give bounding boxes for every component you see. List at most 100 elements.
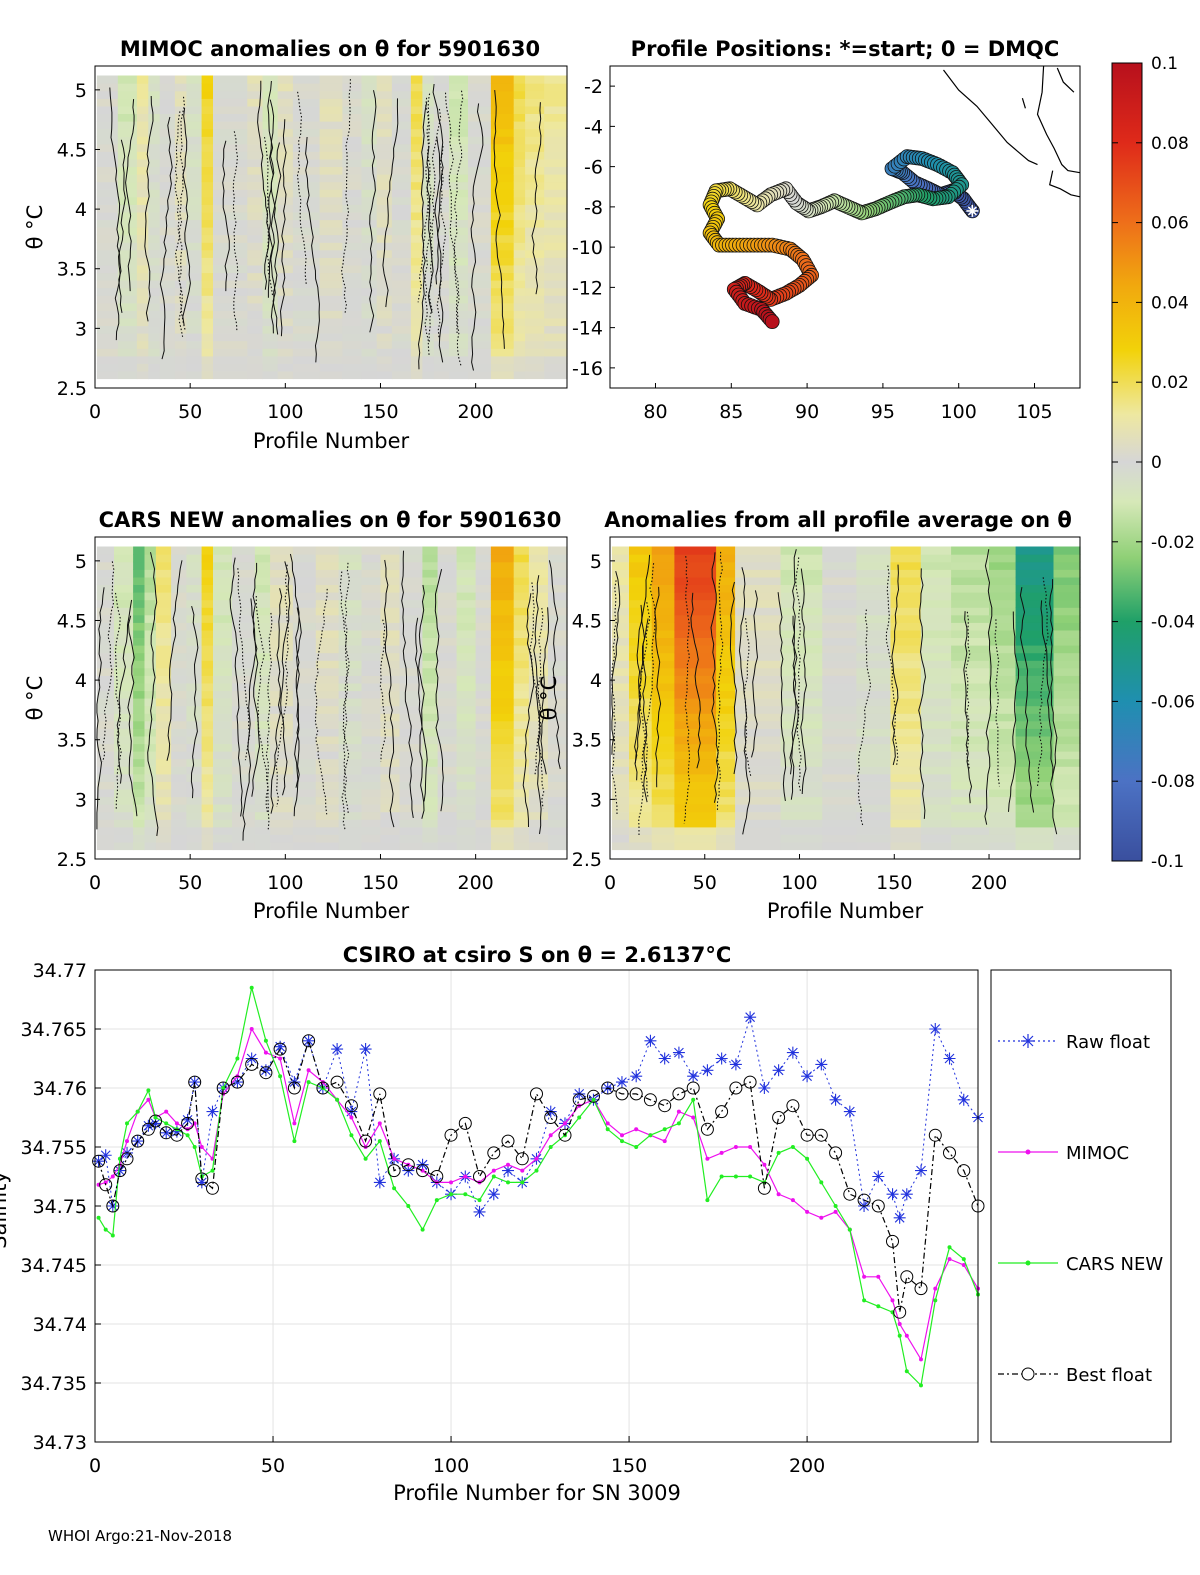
mimoc-cell [342, 83, 362, 92]
mimoc-cell [433, 242, 450, 251]
point-mimoc [819, 1215, 824, 1220]
avg-cell [735, 682, 782, 692]
mimoc-cell [277, 242, 294, 251]
mimoc-cell [490, 121, 515, 130]
cars-cell [254, 554, 271, 563]
mimoc-cell [525, 325, 545, 334]
avg-cell [822, 561, 857, 570]
cars-cell [315, 546, 340, 555]
mimoc-cell [376, 227, 393, 236]
point-best-float [149, 1114, 162, 1128]
mimoc-cell [148, 113, 161, 122]
avg-cell [856, 667, 892, 676]
mimoc-cell [361, 151, 378, 160]
avg-cell [674, 834, 717, 843]
mimoc-cell [186, 128, 203, 137]
point-mimoc [605, 1121, 610, 1126]
avg-cell [629, 614, 653, 623]
cars-cell [456, 826, 477, 835]
mimoc-cell [319, 98, 343, 107]
avg-cell [780, 811, 823, 820]
avg-cell [716, 751, 736, 760]
cars-cell [315, 645, 340, 654]
cars-cell [133, 675, 146, 684]
cars-cell [422, 841, 439, 851]
point-cars-new [125, 1121, 129, 1126]
cars-cell [201, 743, 214, 752]
cars-cell [144, 561, 157, 570]
mimoc-cell [422, 355, 435, 364]
cars-cell [155, 728, 172, 737]
avg-cell [780, 788, 823, 798]
mimoc-cell [96, 370, 119, 380]
cars-cell [96, 576, 115, 585]
cars-cell [490, 546, 515, 555]
cars-cell [437, 554, 458, 563]
cars-cell [96, 819, 115, 828]
point-best-float [843, 1187, 857, 1201]
avg-cell [651, 728, 675, 737]
cars-cell [144, 804, 157, 813]
mimoc-cell [136, 174, 149, 183]
cars-cell [490, 811, 515, 820]
cars-cell [338, 607, 362, 616]
cars-cell [133, 584, 146, 593]
mimoc-cell [468, 310, 492, 319]
avg-cell [780, 735, 823, 745]
avg-cell [822, 675, 857, 684]
mimoc-cell [262, 264, 279, 274]
mimoc-cell [174, 90, 187, 99]
cars-cell [133, 667, 146, 676]
avg-title: Anomalies from all profile average on θ [604, 508, 1072, 532]
mimoc-cell [468, 317, 492, 327]
mimoc-cell [468, 340, 492, 349]
cars-cell [361, 584, 382, 593]
cars-cell [213, 546, 233, 555]
mimoc-cell [186, 143, 203, 152]
mimoc-cell [292, 302, 321, 311]
cars-cell [133, 811, 146, 820]
avg-cell [890, 705, 922, 714]
cars-cell [490, 728, 515, 737]
avg-cell [735, 660, 782, 669]
mimoc-cell [468, 348, 492, 357]
mimoc-cell [544, 227, 568, 236]
mimoc-cell [361, 333, 378, 342]
avg-cell [674, 728, 717, 737]
mimoc-cell [490, 287, 515, 296]
cars-cell [338, 713, 362, 722]
cars-cell [361, 773, 382, 782]
mimoc-cell [342, 295, 362, 304]
avg-cell [629, 554, 653, 563]
mimoc-contour [114, 139, 126, 341]
cars-cell [380, 705, 401, 714]
point-best-float [672, 1087, 686, 1101]
cars-cell [171, 652, 187, 661]
mimoc-cell [201, 136, 214, 145]
avg-cell [1053, 841, 1081, 851]
cars-cell [171, 629, 187, 638]
avg-cell [735, 705, 782, 714]
avg-cell [611, 622, 630, 631]
mimoc-cell [513, 317, 526, 327]
avg-cell [716, 576, 736, 585]
mimoc-cell [136, 370, 149, 380]
mimoc-cell [525, 121, 545, 130]
mimoc-cell [342, 75, 362, 84]
avg-cell [1015, 728, 1055, 737]
mimoc-cell [136, 98, 149, 107]
avg-cell [989, 834, 1017, 843]
avg-cell [611, 637, 630, 646]
avg-cell [1015, 554, 1055, 563]
mimoc-cell [376, 204, 393, 213]
mimoc-cell [449, 83, 469, 92]
avg-cell [989, 584, 1017, 593]
mimoc-cell [342, 166, 362, 175]
avg-cell [951, 758, 990, 767]
cars-cell [254, 690, 271, 699]
mimoc-cell [361, 264, 378, 274]
mimoc-cell [186, 340, 203, 349]
cars-cell [361, 698, 382, 707]
cars-cell [133, 826, 146, 835]
salinity-panel: CSIRO at csiro S on θ = 2.6137°C 0 50 100 1… [0, 943, 985, 1505]
